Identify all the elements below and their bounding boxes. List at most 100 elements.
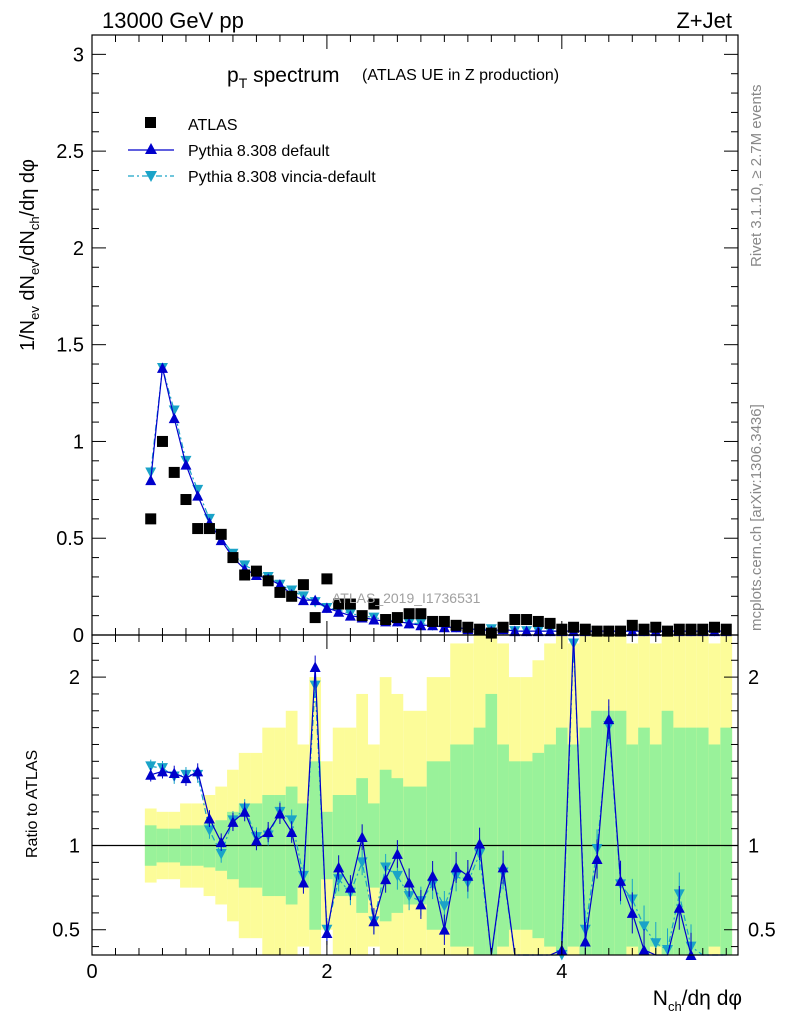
main-point-default [521,625,533,637]
axes-ticks [91,34,738,955]
main-point-atlas [462,621,474,633]
legend: ATLAS Pythia 8.308 default Pythia 8.308 … [128,117,376,186]
ratio-point-vincia [286,815,298,826]
ratio-point-default [626,907,638,918]
rivet-version-label: Rivet 3.1.10, ≥ 2.7M events [748,85,765,268]
main-point-default [168,412,180,424]
main-point-atlas [227,552,239,564]
plot-title-main: p [227,64,239,87]
main-point-atlas [450,619,462,631]
main-point-atlas [215,528,227,540]
ratio-y-axis-label: Ratio to ATLAS [24,750,41,858]
legend-vincia-label: Pythia 8.308 vincia-default [188,169,376,186]
ratio-point-default [156,765,168,777]
main-point-default [403,617,415,629]
ratio-point-vincia [215,848,227,860]
main-point-atlas [532,615,544,627]
main-point-atlas [250,565,262,577]
plot-title-rest: spectrum [247,64,339,87]
mcplots-label: mcplots.cern.ch [arXiv:1306.3436] [748,404,765,631]
main-point-atlas [356,610,368,622]
legend-vincia-marker [145,171,157,182]
main-point-default [321,602,333,613]
ratio-point-default [180,772,192,784]
tick-labels: 0 0.5 1 1.5 2 2.5 3 0.5 0.5 1 1 2 2 0 2 4 [52,44,776,983]
ratio-band-inner [555,727,568,955]
main-point-atlas [638,623,650,635]
main-point-atlas [709,621,721,633]
main-point-atlas [192,523,204,535]
plot-title-subscript: T [239,75,248,91]
ratio-point-default [344,882,356,893]
main-point-atlas [509,614,521,626]
ratio-point-default [415,898,427,910]
main-point-atlas [380,614,392,626]
legend-default-label: Pythia 8.308 default [188,143,330,160]
ratio-point-default [579,936,591,947]
ratio-y-tick-label-left: 0.5 [52,920,80,942]
ratio-point-default [673,902,685,913]
main-point-atlas [438,615,450,627]
main-point-atlas [662,625,674,637]
ratio-point-default [239,806,251,817]
main-y-axis-label: 1/Nev dNev/dNch/dη dφ [17,159,42,351]
ratio-point-default [591,853,603,864]
main-point-default [145,474,157,486]
header-right-label: Z+Jet [676,8,732,33]
plot-subtitle: (ATLAS UE in Z production) [362,67,559,84]
ratio-y-tick-label-left: 2 [69,667,80,689]
main-point-atlas [615,625,627,637]
main-point-atlas [474,623,486,635]
main-point-atlas [626,619,638,631]
ratio-point-default [192,765,204,777]
ratio-point-vincia [391,870,403,882]
main-point-atlas [321,573,333,585]
ratio-point-default [368,915,380,927]
main-point-atlas [497,621,509,633]
ratio-point-default [474,838,486,849]
main-point-default [544,625,556,637]
main-point-atlas [415,608,427,620]
ratio-point-default [497,861,509,873]
ratio-point-default [450,861,462,873]
ratio-point-default [403,877,415,888]
ratio-point-default [297,877,309,888]
ratio-point-vincia [145,761,157,772]
main-point-atlas [156,435,168,447]
main-point-atlas [544,617,556,629]
ratio-point-default [380,873,392,885]
main-point-atlas [344,598,356,610]
ratio-point-default [286,826,298,838]
main-series [145,362,732,639]
ratio-point-default [615,875,627,886]
ratio-point-default [427,870,439,881]
main-point-atlas [368,598,380,610]
ratio-point-default [250,834,262,846]
main-point-default [415,619,427,631]
main-point-atlas [333,598,345,610]
ratio-point-default [333,861,345,873]
ratio-point-vincia [309,680,321,692]
main-point-atlas [391,612,403,624]
main-y-tick-label: 2.5 [56,141,84,163]
ratio-point-vincia [638,921,650,932]
main-point-atlas [168,466,180,478]
ratio-point-default [391,848,403,859]
ratio-point-default [274,808,286,819]
ratio-point-default [215,836,227,848]
main-y-tick-label: 0 [73,625,84,647]
main-point-default [344,610,356,621]
main-y-tick-label: 2 [73,238,84,260]
main-point-default [192,490,204,501]
main-point-atlas [145,513,157,525]
main-point-atlas [650,621,662,633]
ratio-band-inner [638,727,650,955]
ratio-band-inner [696,727,709,955]
ratio-y-tick-label-right: 0.5 [748,920,776,942]
main-point-atlas [591,625,603,637]
ratio-point-default [638,944,650,955]
ratio-y-tick-label-right: 1 [748,836,759,858]
main-point-atlas [403,608,415,620]
ratio-band-inner [661,710,674,955]
main-point-atlas [274,586,286,598]
